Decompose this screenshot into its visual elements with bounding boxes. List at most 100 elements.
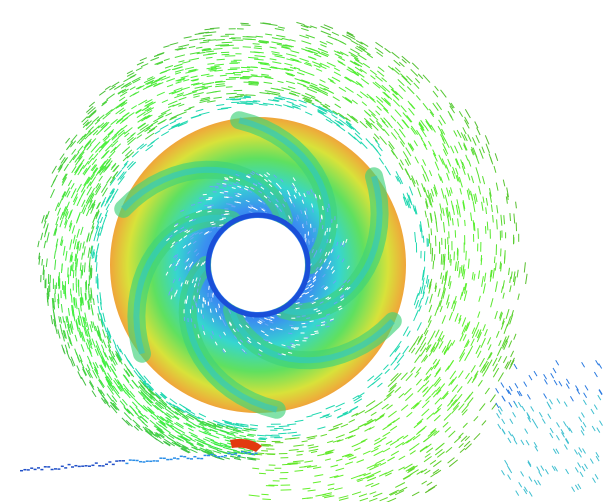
volute-vector xyxy=(198,426,207,430)
volute-vector xyxy=(216,105,224,106)
volute-vector xyxy=(384,129,390,136)
volute-vector xyxy=(416,428,425,435)
volute-vector xyxy=(81,377,86,386)
volute-vector xyxy=(328,488,334,489)
volute-vector xyxy=(211,66,220,67)
volute-vector xyxy=(465,109,470,118)
volute-vector xyxy=(461,133,465,141)
volute-vector xyxy=(303,488,311,489)
volute-vector xyxy=(141,64,148,67)
volute-vector xyxy=(182,61,190,63)
volute-vector xyxy=(301,28,308,30)
volute-vector xyxy=(308,438,316,440)
volute-vector xyxy=(293,445,304,446)
volute-vector xyxy=(296,22,304,24)
volute-vector xyxy=(514,214,515,224)
volute-vector xyxy=(392,151,397,159)
volute-vector xyxy=(290,40,296,42)
volute-vector xyxy=(200,42,209,43)
volute-vector xyxy=(430,279,431,286)
volute-vector xyxy=(481,255,482,261)
volute-vector xyxy=(135,368,140,375)
volute-vector xyxy=(332,115,338,119)
volute-vector xyxy=(48,296,49,306)
volute-vector xyxy=(368,376,375,381)
volute-vector xyxy=(445,427,451,432)
volute-vector xyxy=(189,58,199,60)
volute-vector xyxy=(38,241,39,247)
volute-vector xyxy=(463,127,466,134)
volute-vector xyxy=(504,215,505,224)
volute-vector xyxy=(341,424,348,427)
volute-vector xyxy=(421,138,426,146)
outlet-vector xyxy=(566,384,569,389)
volute-vector xyxy=(506,196,507,203)
volute-vector xyxy=(342,97,351,103)
volute-vector xyxy=(444,222,445,232)
volute-vector xyxy=(403,475,410,479)
volute-vector xyxy=(184,108,191,110)
volute-vector xyxy=(440,204,442,214)
volute-vector xyxy=(376,42,384,47)
volute-vector xyxy=(499,340,502,346)
volute-vector xyxy=(418,188,421,198)
volute-vector xyxy=(160,125,169,130)
outlet-vector xyxy=(522,406,525,411)
outlet-vector xyxy=(578,484,581,489)
volute-vector xyxy=(295,420,304,422)
hub-vector xyxy=(224,194,228,195)
outlet-vector xyxy=(521,440,524,445)
volute-vector xyxy=(444,256,445,262)
outlet-vector xyxy=(559,381,562,386)
volute-vector xyxy=(77,229,80,238)
volute-vector xyxy=(137,129,145,135)
volute-vector xyxy=(105,86,111,90)
volute-vector xyxy=(72,149,76,155)
volute-vector xyxy=(132,380,138,387)
volute-vector xyxy=(241,25,250,26)
volute-vector xyxy=(373,493,382,497)
volute-vector xyxy=(412,492,419,496)
volute-vector xyxy=(258,63,269,64)
volute-vector xyxy=(454,131,457,137)
outlet-vector xyxy=(525,429,528,434)
hub-vector xyxy=(209,286,210,290)
volute-vector xyxy=(101,184,107,193)
volute-vector xyxy=(474,274,475,281)
volute-vector xyxy=(90,324,92,332)
volute-vector xyxy=(352,492,361,495)
volute-vector xyxy=(465,352,470,361)
volute-vector xyxy=(370,118,375,123)
volute-vector xyxy=(375,82,381,87)
volute-vector xyxy=(416,180,418,186)
hub-vector xyxy=(229,204,233,205)
volute-vector xyxy=(314,54,321,57)
volute-vector xyxy=(410,451,416,455)
volute-vector xyxy=(401,373,408,380)
volute-vector xyxy=(423,278,424,285)
volute-vector xyxy=(130,87,135,90)
volute-vector xyxy=(69,155,75,164)
volute-vector xyxy=(297,73,304,75)
volute-vector xyxy=(415,157,419,164)
volute-vector xyxy=(397,122,403,129)
volute-vector xyxy=(249,495,260,496)
volute-vector xyxy=(422,481,427,484)
volute-vector xyxy=(68,180,71,186)
volute-vector xyxy=(389,85,394,89)
volute-vector xyxy=(414,141,417,147)
volute-vector xyxy=(423,159,426,165)
volute-vector xyxy=(377,106,382,111)
volute-vector xyxy=(385,166,391,175)
volute-vector xyxy=(77,365,80,371)
volute-vector xyxy=(191,115,201,118)
volute-vector xyxy=(58,198,62,207)
volute-vector xyxy=(326,119,333,123)
volute-vector xyxy=(441,391,448,399)
volute-vector xyxy=(345,87,353,92)
volute-vector xyxy=(423,75,430,83)
volute-vector xyxy=(397,436,403,440)
volute-vector xyxy=(460,188,462,194)
volute-vector xyxy=(214,64,224,65)
volute-vector xyxy=(288,87,295,89)
